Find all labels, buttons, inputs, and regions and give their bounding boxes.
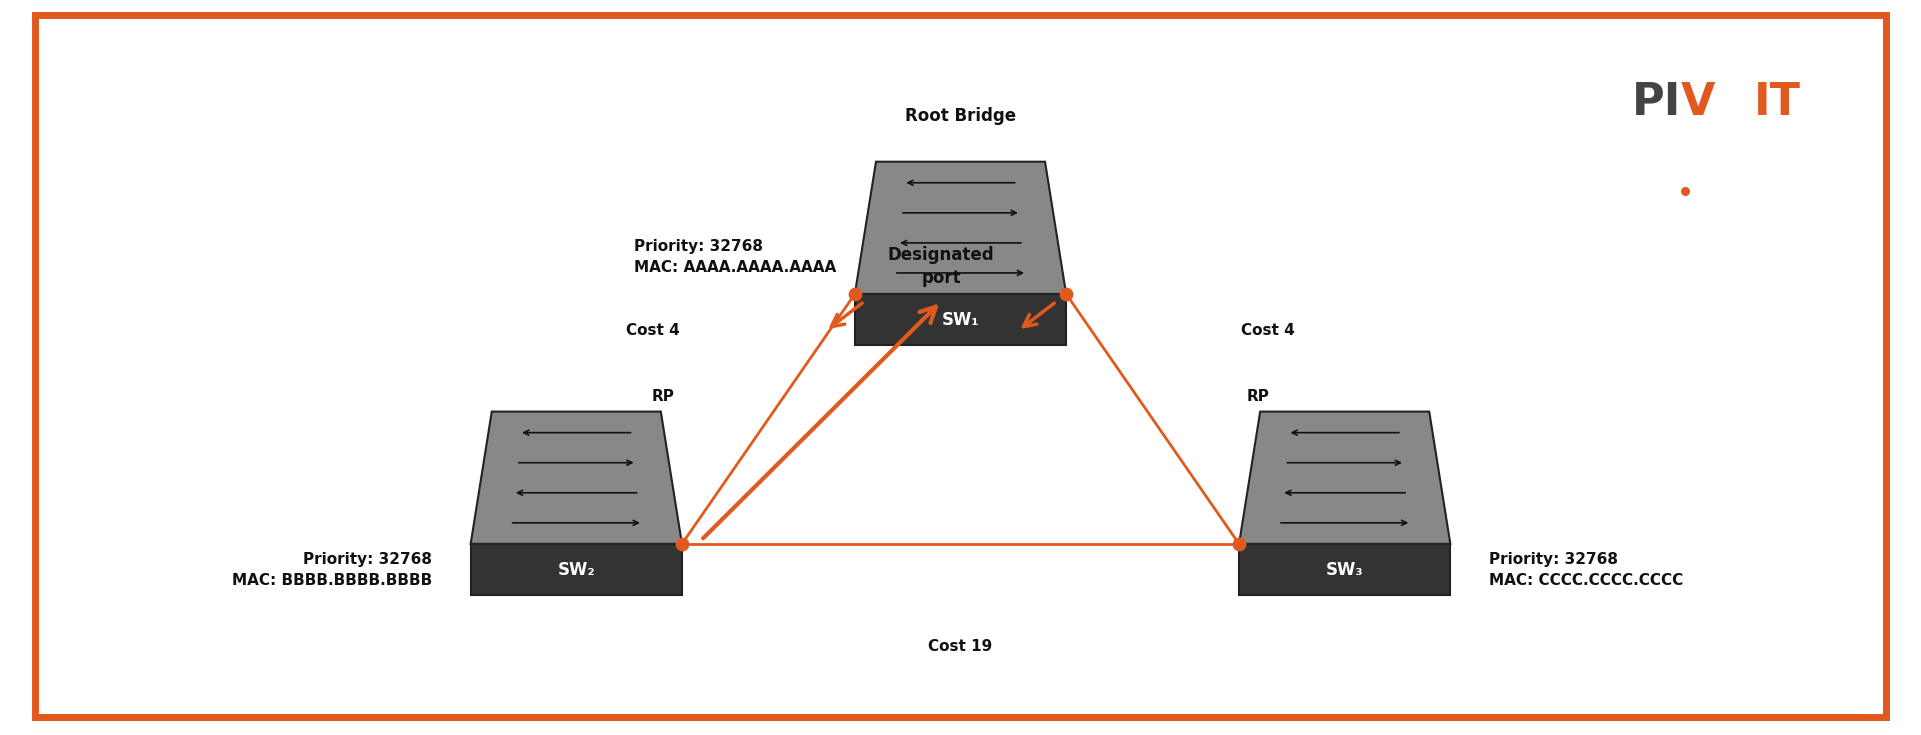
Polygon shape [855, 294, 1066, 345]
Text: Cost 4: Cost 4 [626, 323, 680, 338]
Point [839, 288, 870, 300]
Point [667, 538, 697, 550]
Text: Root Bridge: Root Bridge [905, 107, 1016, 125]
Text: IT: IT [1754, 82, 1800, 124]
Polygon shape [855, 162, 1066, 294]
Text: Priority: 32768
MAC: AAAA.AAAA.AAAA: Priority: 32768 MAC: AAAA.AAAA.AAAA [634, 240, 836, 275]
Polygon shape [1239, 412, 1450, 544]
Text: SW₁: SW₁ [941, 311, 980, 329]
Text: Cost 4: Cost 4 [1241, 323, 1295, 338]
Text: SW₃: SW₃ [1325, 561, 1364, 578]
Text: Priority: 32768
MAC: CCCC.CCCC.CCCC: Priority: 32768 MAC: CCCC.CCCC.CCCC [1489, 552, 1683, 587]
Point [1051, 288, 1082, 300]
Polygon shape [1239, 544, 1450, 595]
Text: Priority: 32768
MAC: BBBB.BBBB.BBBB: Priority: 32768 MAC: BBBB.BBBB.BBBB [232, 552, 432, 587]
Polygon shape [471, 544, 682, 595]
Text: Designated
port: Designated port [888, 246, 995, 287]
Text: SW₂: SW₂ [557, 561, 596, 578]
Point [1669, 185, 1700, 197]
Text: RP: RP [651, 390, 674, 404]
Text: PI: PI [1631, 82, 1681, 124]
Text: V: V [1681, 82, 1715, 124]
Polygon shape [471, 412, 682, 544]
Point [1224, 538, 1254, 550]
Text: Cost 19: Cost 19 [928, 639, 993, 654]
Text: RP: RP [1247, 390, 1270, 404]
